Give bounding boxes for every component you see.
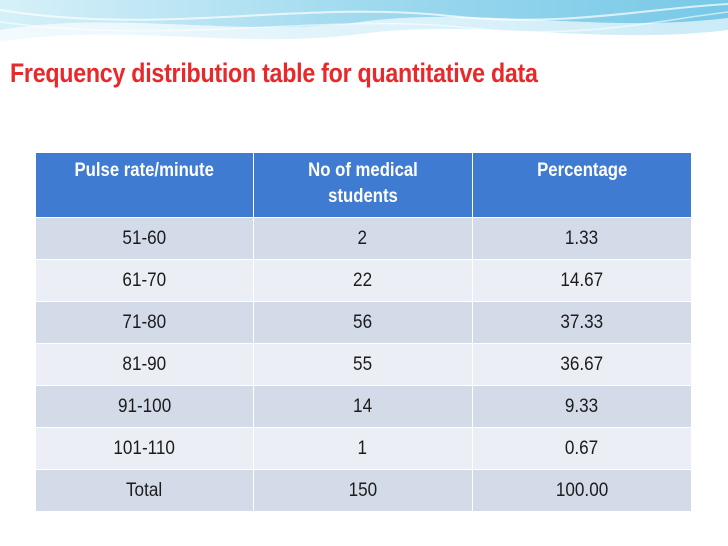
cell-pulse-rate: 101-110: [36, 427, 254, 470]
table-row: 71-80 56 37.33: [36, 301, 691, 344]
table-row: 91-100 14 9.33: [36, 385, 691, 428]
cell-student-count: 14: [253, 385, 473, 428]
cell-student-count: 55: [253, 343, 473, 386]
cell-percentage: 1.33: [472, 217, 691, 260]
cell-percentage: 37.33: [472, 301, 691, 344]
cell-percentage: 36.67: [472, 343, 691, 386]
cell-total-percentage: 100.00: [472, 469, 691, 511]
cell-total-count: 150: [253, 469, 473, 511]
cell-student-count: 56: [253, 301, 473, 344]
header-percentage: Percentage: [472, 153, 691, 218]
table-row: 51-60 2 1.33: [36, 217, 691, 260]
cell-pulse-rate: 91-100: [36, 385, 254, 428]
frequency-table-container: Pulse rate/minute No of medical students…: [36, 153, 691, 511]
cell-student-count: 2: [253, 217, 473, 260]
frequency-distribution-table: Pulse rate/minute No of medical students…: [36, 153, 691, 511]
cell-pulse-rate: 51-60: [36, 217, 254, 260]
header-medical-students: No of medical students: [253, 153, 473, 218]
cell-total-label: Total: [36, 469, 254, 511]
decorative-wave-header: [0, 0, 728, 60]
cell-pulse-rate: 71-80: [36, 301, 254, 344]
table-row: 61-70 22 14.67: [36, 259, 691, 302]
cell-pulse-rate: 61-70: [36, 259, 254, 302]
table-row: 101-110 1 0.67: [36, 427, 691, 470]
cell-pulse-rate: 81-90: [36, 343, 254, 386]
table-total-row: Total 150 100.00: [36, 469, 691, 511]
cell-percentage: 14.67: [472, 259, 691, 302]
table-header-row: Pulse rate/minute No of medical students…: [36, 153, 691, 218]
table-row: 81-90 55 36.67: [36, 343, 691, 386]
slide-title: Frequency distribution table for quantit…: [10, 58, 538, 88]
header-pulse-rate: Pulse rate/minute: [36, 153, 254, 218]
cell-percentage: 9.33: [472, 385, 691, 428]
cell-student-count: 1: [253, 427, 473, 470]
cell-student-count: 22: [253, 259, 473, 302]
cell-percentage: 0.67: [472, 427, 691, 470]
